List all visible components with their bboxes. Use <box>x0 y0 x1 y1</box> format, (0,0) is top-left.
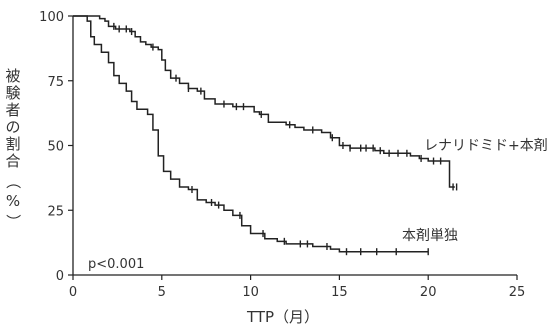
p-value-annotation: p<0.001 <box>88 257 144 272</box>
series-line-1 <box>73 15 455 188</box>
x-tick-label: 15 <box>331 285 348 300</box>
y-tick-label: 50 <box>47 140 64 155</box>
y-tick-label: 100 <box>39 10 64 25</box>
y-tick-label: 25 <box>47 204 64 219</box>
y-axis-label-char: ） <box>4 213 23 230</box>
x-axis-label: TTP（月） <box>246 308 319 326</box>
y-axis-label-char: 者 <box>5 101 21 119</box>
y-axis-label-char: 被 <box>5 67 21 85</box>
y-axis-label-char: （ <box>4 173 23 190</box>
x-tick-label: 10 <box>242 285 259 300</box>
y-axis-label-char: 験 <box>5 84 21 102</box>
y-axis-label-char: 割 <box>5 135 21 153</box>
y-axis-label-char: % <box>5 192 21 210</box>
y-axis-label-char: の <box>5 118 21 136</box>
series-line-2 <box>73 15 429 253</box>
series-label-combo: レナリドミド+本剤 <box>424 138 548 154</box>
x-tick-label: 25 <box>509 285 526 300</box>
y-tick-label: 75 <box>47 75 64 90</box>
x-tick-label: 5 <box>158 285 166 300</box>
y-tick-label: 0 <box>56 269 64 284</box>
series-label-single: 本剤単独 <box>402 228 458 244</box>
x-tick-label: 20 <box>420 285 437 300</box>
x-tick-label: 0 <box>69 285 77 300</box>
y-axis-label-char: 合 <box>5 152 21 170</box>
y-axis-label: 被験者の割合 （% ） <box>2 68 24 233</box>
